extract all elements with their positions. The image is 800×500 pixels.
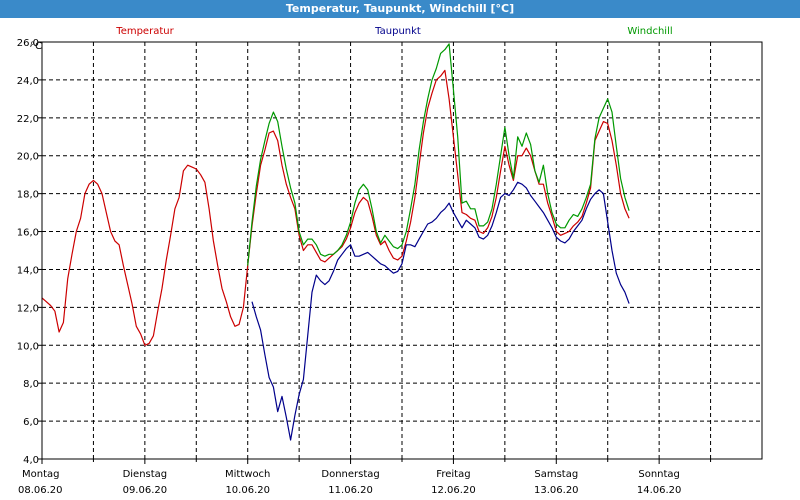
y-tick-label: 12,0 bbox=[17, 303, 39, 314]
x-tick-label-day: Freitag bbox=[436, 469, 470, 480]
x-tick-label-date: 14.06.20 bbox=[637, 485, 682, 496]
y-tick-label: 8,0 bbox=[23, 379, 39, 390]
x-tick-label-date: 09.06.20 bbox=[123, 485, 168, 496]
plot-border bbox=[41, 41, 763, 460]
x-tick-label-date: 08.06.20 bbox=[18, 485, 63, 496]
x-tick-label-day: Donnerstag bbox=[321, 469, 379, 480]
y-tick-label: 4,0 bbox=[23, 455, 39, 466]
x-tick-label-day: Dienstag bbox=[123, 469, 168, 480]
y-tick-label: 20,0 bbox=[17, 152, 39, 163]
x-tick-label-day: Montag bbox=[22, 469, 59, 480]
y-tick-label: 22,0 bbox=[17, 114, 39, 125]
legend-entry-windchill: Windchill bbox=[627, 26, 672, 37]
legend-entry-temperatur: Temperatur bbox=[115, 26, 174, 37]
x-tick-label-date: 12.06.20 bbox=[431, 485, 476, 496]
y-tick-label: 18,0 bbox=[17, 190, 39, 201]
x-tick-label-date: 10.06.20 bbox=[225, 485, 270, 496]
y-tick-label: 14,0 bbox=[17, 265, 39, 276]
legend-entry-taupunkt: Taupunkt bbox=[374, 26, 421, 37]
chart-title: Temperatur, Taupunkt, Windchill [°C] bbox=[0, 0, 800, 18]
x-tick-label-date: 13.06.20 bbox=[534, 485, 579, 496]
y-tick-label: 6,0 bbox=[23, 417, 39, 428]
series-line-taupunkt bbox=[251, 181, 630, 441]
x-tick-label-date: 11.06.20 bbox=[328, 485, 373, 496]
y-tick-label: 24,0 bbox=[17, 76, 39, 87]
y-axis-label: °C bbox=[30, 41, 42, 52]
y-tick-label: 10,0 bbox=[17, 341, 39, 352]
x-tick-label-day: Samstag bbox=[534, 469, 578, 480]
series-line-windchill bbox=[247, 43, 630, 266]
y-tick-label: 26,0 bbox=[17, 38, 39, 49]
x-tick-label-day: Sonntag bbox=[638, 469, 680, 480]
x-tick-label-day: Mittwoch bbox=[225, 469, 270, 480]
plot-area bbox=[41, 41, 763, 460]
y-tick-label: 16,0 bbox=[17, 228, 39, 239]
